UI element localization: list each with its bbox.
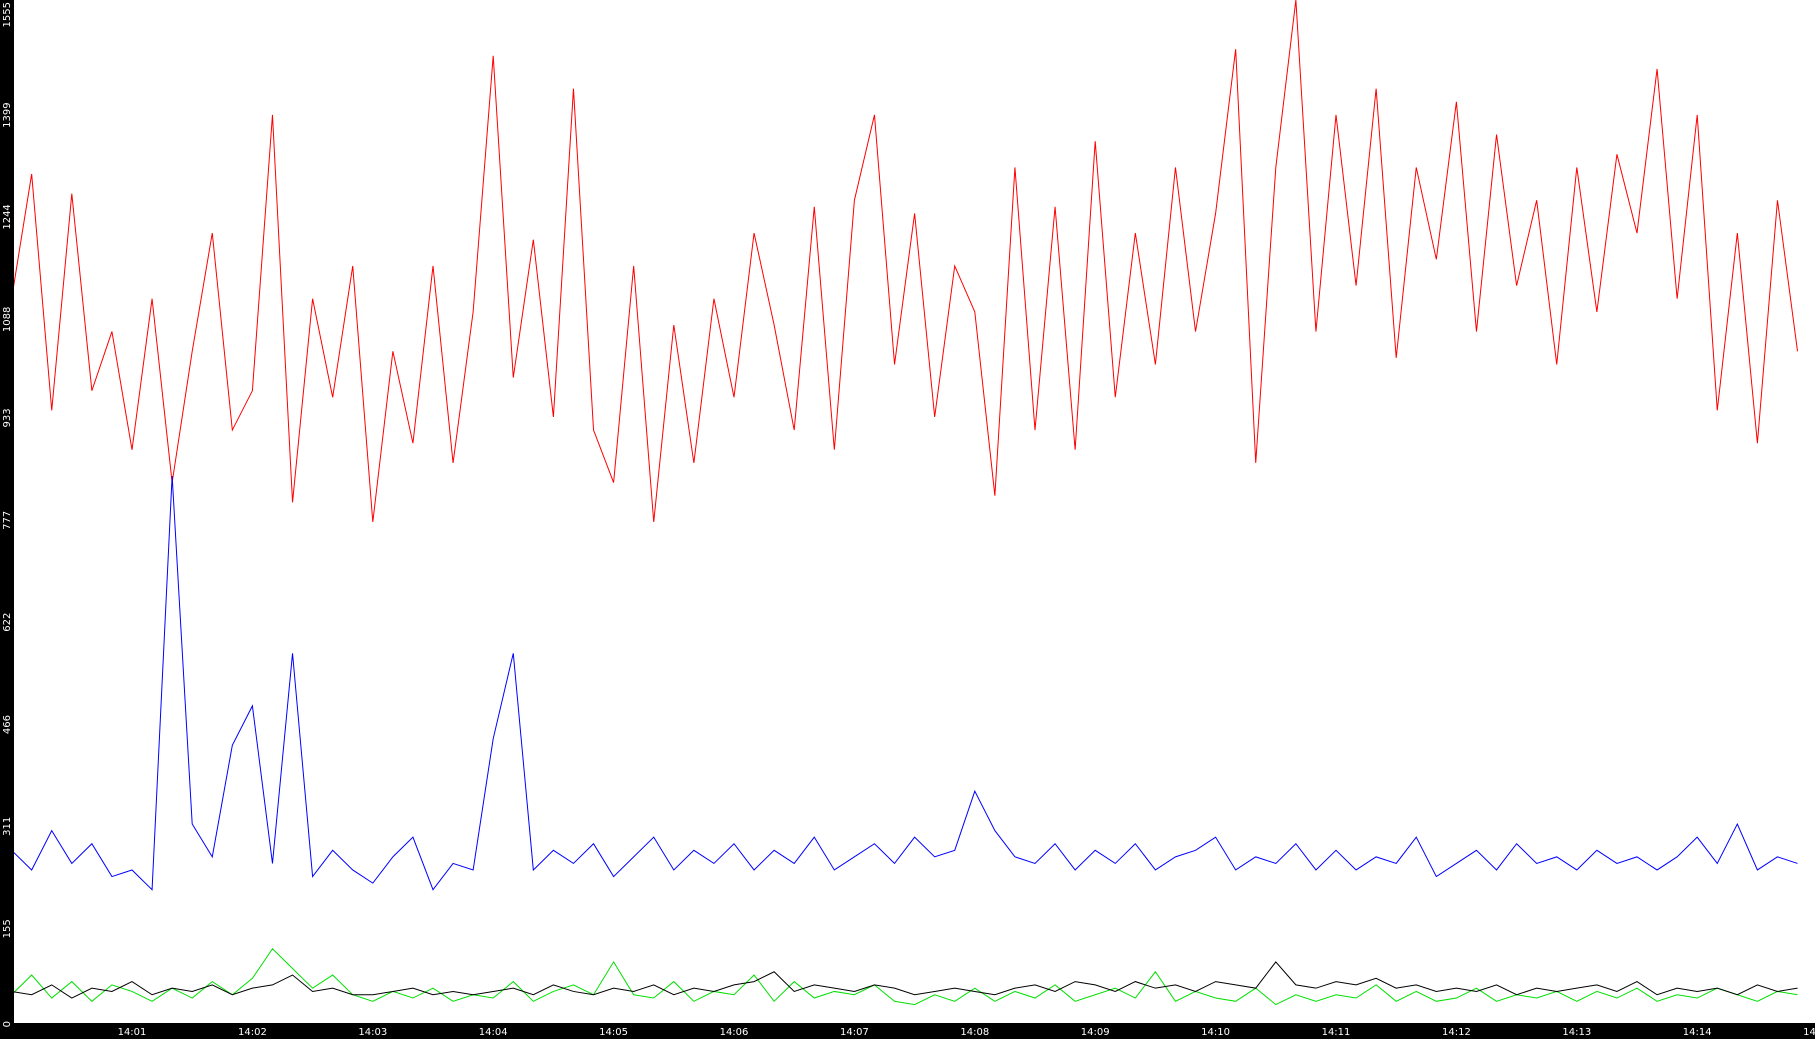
x-tick-label: 14:12 [1442, 1027, 1471, 1038]
x-tick-label: 14:04 [479, 1027, 508, 1038]
y-tick-label: 1399 [2, 102, 13, 127]
x-tick-label: 14:01 [118, 1027, 147, 1038]
x-tick-label: 14:13 [1562, 1027, 1591, 1038]
x-tick-label: 14:05 [599, 1027, 628, 1038]
series-line [14, 476, 1798, 891]
y-tick-label: 311 [2, 817, 13, 836]
y-tick-label: 466 [2, 715, 13, 734]
x-tick-label: 14:09 [1081, 1027, 1110, 1038]
x-axis-strip [0, 1023, 1815, 1039]
y-tick-label: 933 [2, 408, 13, 427]
y-tick-label: 0 [2, 1021, 13, 1027]
x-tick-label: 14:07 [840, 1027, 869, 1038]
x-tick-label: 14:02 [238, 1027, 267, 1038]
series-line [14, 961, 1798, 999]
y-tick-label: 155 [2, 919, 13, 938]
series-line [14, 947, 1798, 1006]
x-tick-label: 14:03 [358, 1027, 387, 1038]
plot-area [14, 0, 1799, 1006]
x-tick-label: 14:15 [1803, 1027, 1815, 1038]
x-tick-label: 14:14 [1683, 1027, 1712, 1038]
series-line [14, 0, 1799, 523]
x-tick-label: 14:11 [1322, 1027, 1351, 1038]
y-axis-strip [0, 0, 14, 1039]
y-tick-label: 1244 [2, 204, 13, 229]
y-tick-label: 622 [2, 613, 13, 632]
x-tick-label: 14:08 [960, 1027, 989, 1038]
x-tick-label: 14:06 [720, 1027, 749, 1038]
y-tick-label: 777 [2, 511, 13, 530]
x-tick-label: 14:10 [1201, 1027, 1230, 1038]
y-tick-label: 1555 [2, 2, 13, 27]
y-tick-label: 1088 [2, 307, 13, 332]
